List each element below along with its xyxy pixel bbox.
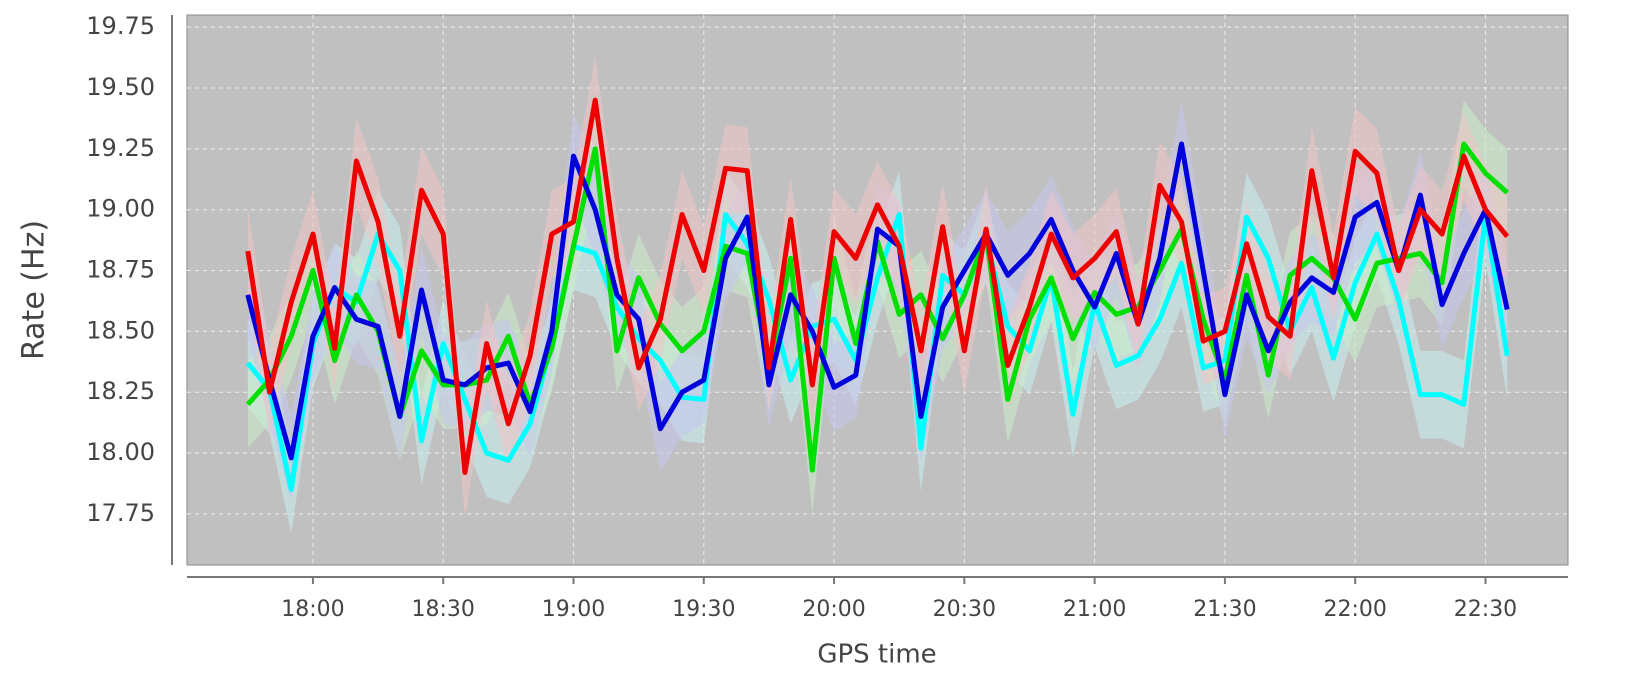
x-tick-label: 21:00 — [1063, 597, 1126, 622]
x-tick-label: 18:30 — [412, 597, 475, 622]
y-tick-label: 19.25 — [86, 134, 155, 162]
y-tick-label: 19.50 — [86, 73, 155, 101]
x-tick-label: 19:00 — [542, 597, 605, 622]
x-tick-label: 20:30 — [933, 597, 996, 622]
x-tick-label: 22:00 — [1324, 597, 1387, 622]
y-tick-label: 18.50 — [86, 316, 155, 344]
x-tick-label: 22:30 — [1454, 597, 1517, 622]
y-axis-title: Rate (Hz) — [17, 220, 52, 360]
error-band — [247, 56, 1508, 517]
x-tick-label: 19:30 — [672, 597, 735, 622]
y-tick-label: 18.75 — [86, 256, 155, 284]
x-tick-label: 21:30 — [1193, 597, 1256, 622]
y-tick-label: 18.25 — [86, 377, 155, 405]
series-line — [245, 97, 1510, 476]
y-tick-label: 18.00 — [86, 438, 155, 466]
y-tick-label: 19.00 — [86, 195, 155, 223]
x-tick-label: 20:00 — [802, 597, 865, 622]
x-tick-label: 18:00 — [281, 597, 344, 622]
x-axis-title: GPS time — [817, 640, 936, 670]
y-tick-label: 17.75 — [86, 499, 155, 527]
y-tick-label: 19.75 — [86, 12, 155, 40]
